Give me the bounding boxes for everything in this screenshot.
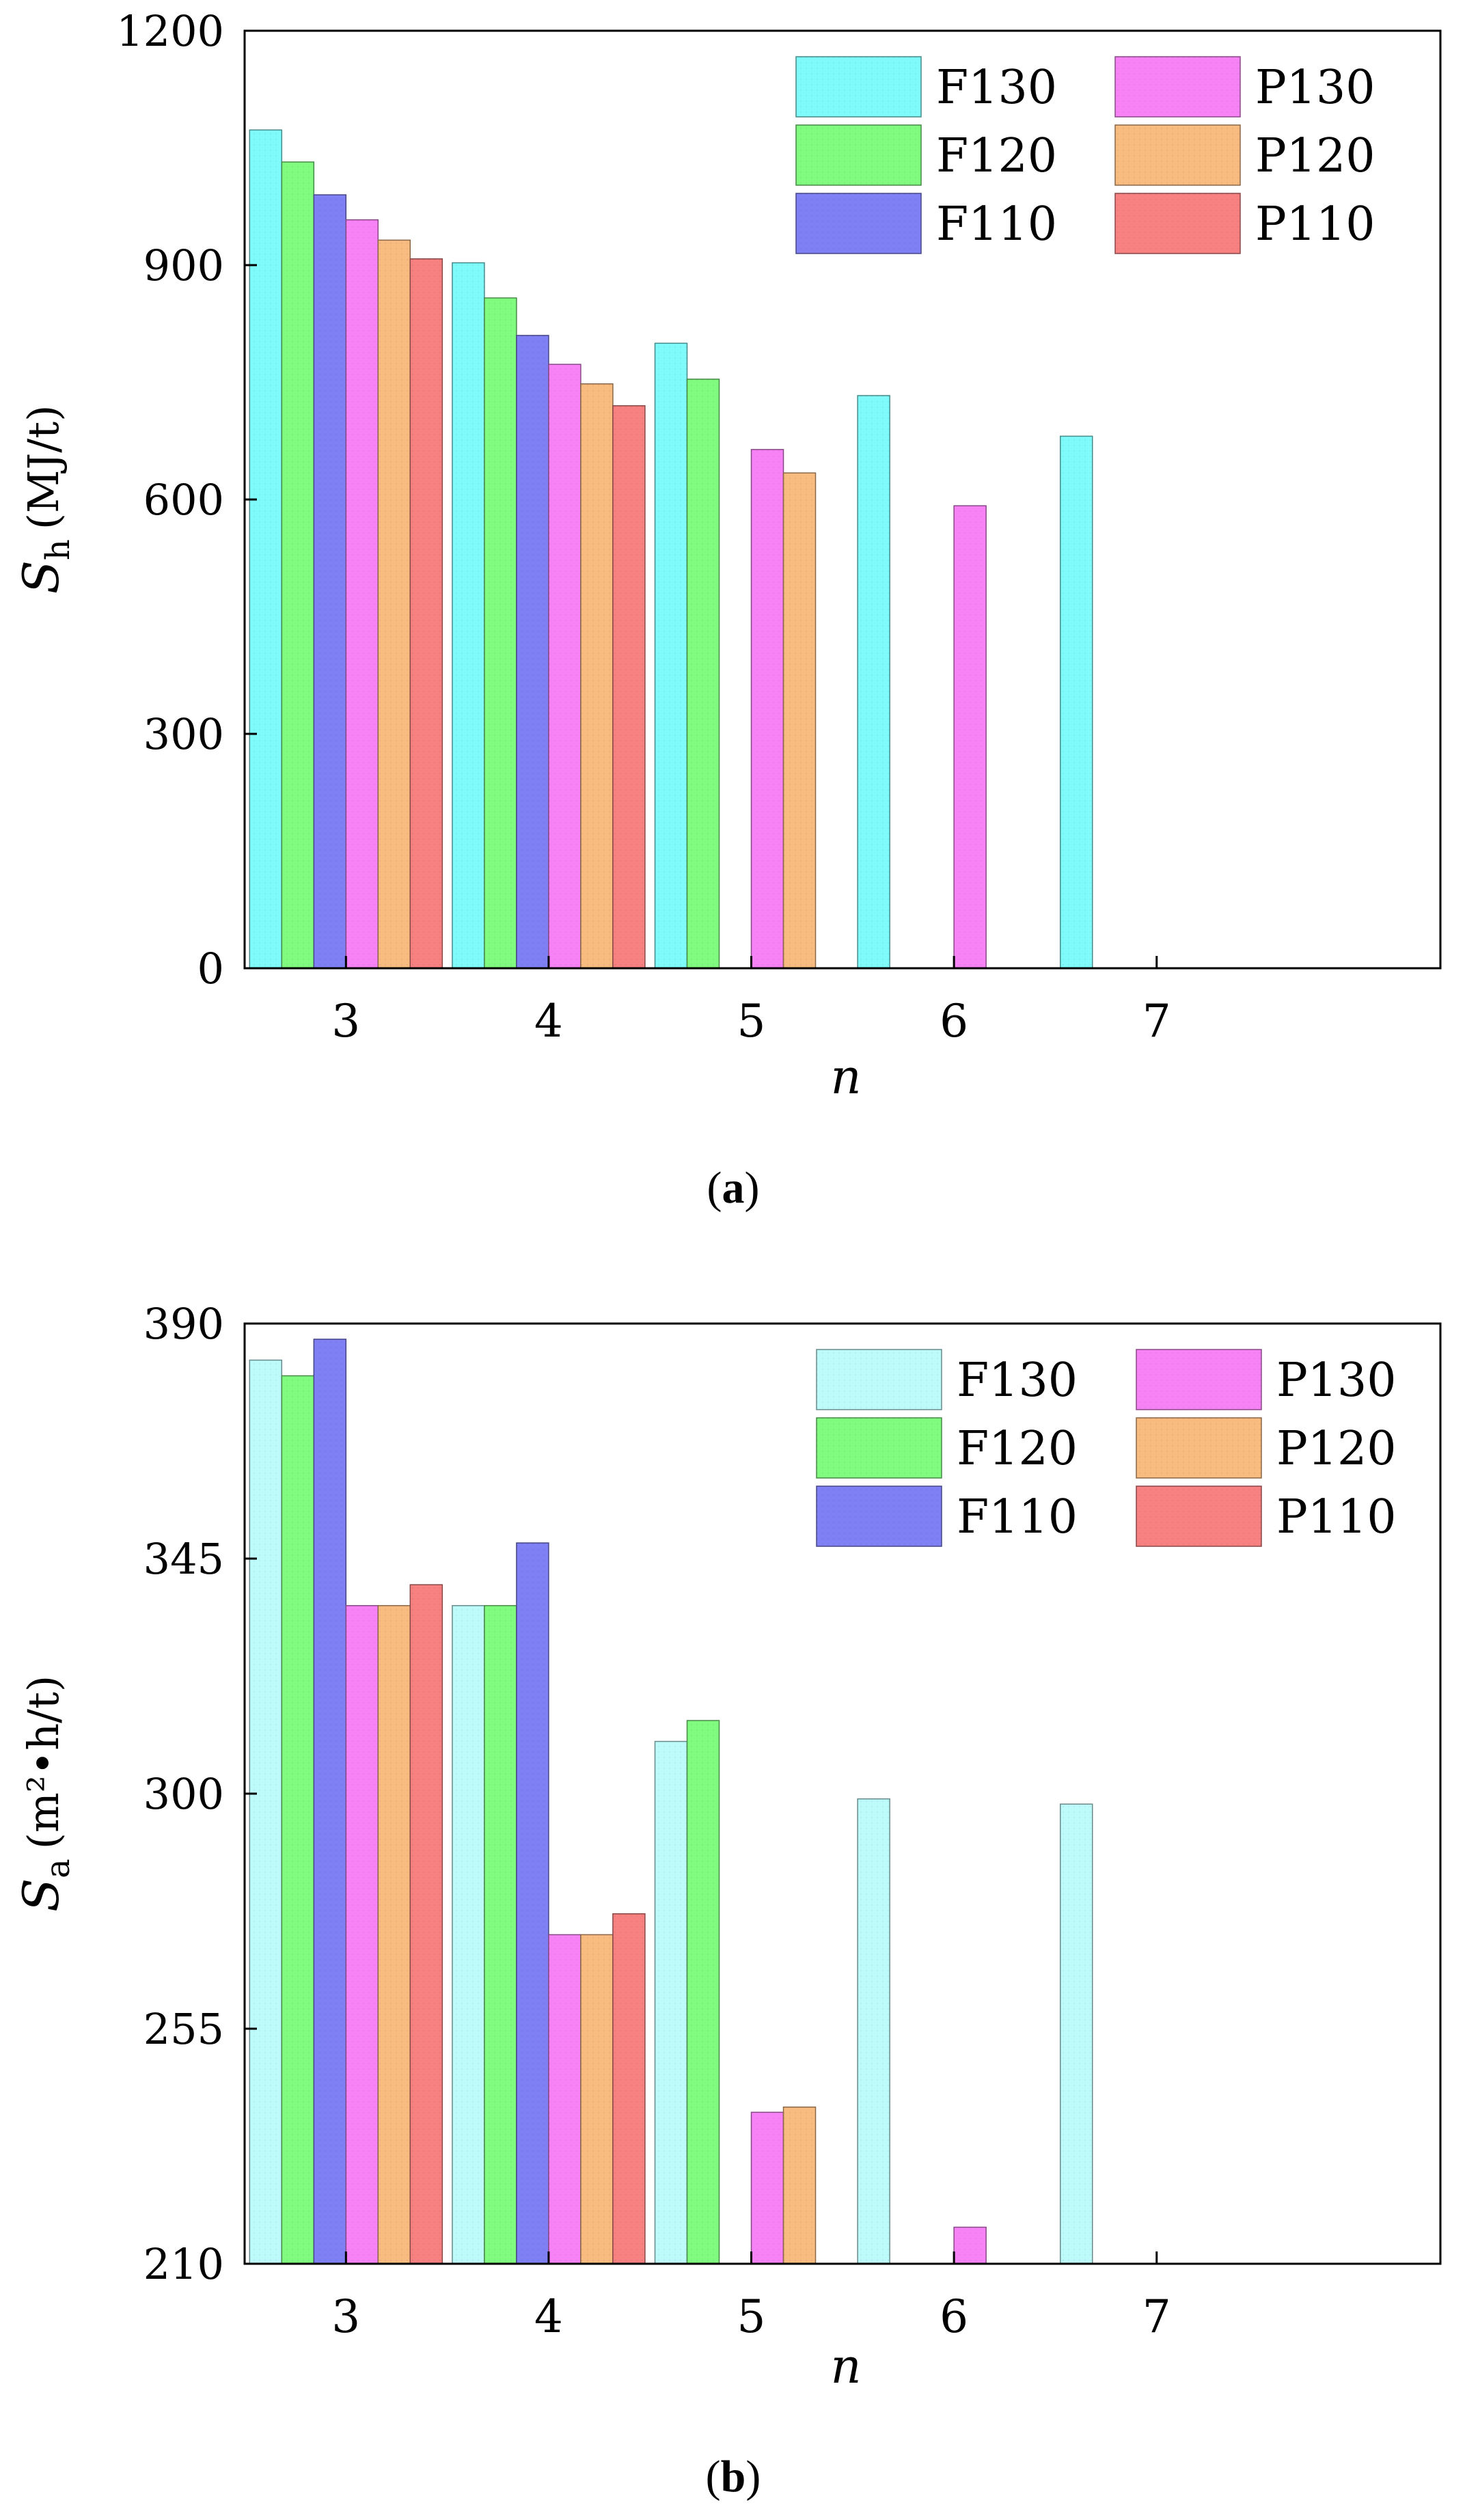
y-tick-label: 1200 [116, 6, 224, 56]
legend-swatch-F120 [816, 1417, 942, 1479]
bar-P130-n4 [548, 1934, 581, 2264]
bar-F130-n5 [654, 342, 688, 969]
bar-F130-n7 [1059, 1803, 1093, 2264]
bar-F130-n5 [654, 1740, 688, 2264]
x-tick-label: 3 [331, 2290, 360, 2343]
x-axis-label: n [830, 1049, 861, 1105]
bar-P110-n3 [409, 1584, 443, 2264]
legend-label-P130: P130 [1276, 1354, 1397, 1408]
bar-P110-n4 [612, 405, 646, 969]
bar-F130-n3 [249, 129, 283, 969]
bar-P110-n4 [612, 1913, 646, 2264]
x-tick-label: 5 [737, 995, 766, 1047]
bar-P120-n4 [580, 1934, 614, 2264]
legend-label-F120: F120 [957, 1422, 1078, 1476]
bar-P130-n4 [548, 364, 581, 969]
bar-P130-n5 [750, 449, 784, 969]
y-tick-label: 0 [197, 944, 224, 994]
y-tick-label: 300 [143, 1769, 224, 1819]
bar-F120-n5 [686, 379, 720, 969]
bar-P120-n5 [782, 472, 817, 969]
bar-F110-n3 [313, 1339, 347, 2264]
bar-F120-n3 [281, 161, 315, 969]
legend-label-F120: F120 [936, 129, 1057, 183]
legend-swatch-P120 [1114, 124, 1241, 186]
legend-label-F130: F130 [957, 1354, 1078, 1408]
bar-F110-n4 [516, 335, 549, 969]
legend-swatch-F120 [795, 124, 922, 186]
panel-caption: (a) [707, 1163, 760, 1213]
legend-swatch-P110 [1114, 193, 1241, 254]
y-tick-label: 900 [143, 241, 224, 290]
bar-F130-n7 [1059, 435, 1093, 969]
y-axis-label: Sa(m²•h/t) [12, 1675, 77, 1912]
legend-swatch-F130 [795, 56, 922, 118]
bar-F130-n3 [249, 1359, 283, 2264]
bar-P120-n4 [580, 383, 614, 969]
y-tick-label: 255 [143, 2004, 224, 2054]
x-axis-label: n [830, 2338, 861, 2394]
bar-F110-n3 [313, 194, 347, 969]
legend-label-F130: F130 [936, 61, 1057, 115]
legend-label-F110: F110 [957, 1490, 1078, 1544]
y-axis-label: Sh(MJ/t) [12, 405, 77, 594]
legend-swatch-F130 [816, 1349, 942, 1410]
x-tick-label: 6 [940, 995, 968, 1047]
legend-label-F110: F110 [936, 197, 1057, 251]
bar-P120-n5 [782, 2106, 817, 2264]
bar-F130-n4 [452, 1605, 485, 2264]
x-tick-label: 4 [534, 2290, 563, 2343]
bar-F120-n3 [281, 1375, 315, 2264]
panel-caption: (b) [706, 2452, 761, 2502]
bar-P120-n3 [377, 1605, 411, 2264]
y-tick-label: 390 [143, 1299, 224, 1349]
x-tick-label: 6 [940, 2290, 968, 2343]
legend-label-P120: P120 [1255, 129, 1375, 183]
legend-swatch-P110 [1136, 1485, 1262, 1547]
bar-F120-n4 [484, 297, 517, 969]
bar-F120-n4 [484, 1605, 517, 2264]
legend-swatch-P130 [1114, 56, 1241, 118]
bar-P130-n6 [953, 2226, 987, 2264]
legend-label-P130: P130 [1255, 61, 1375, 115]
legend-swatch-F110 [795, 193, 922, 254]
y-tick-label: 345 [143, 1534, 224, 1584]
chart-panel-a: 0 300 600 900 1200 3 4 5 6 7 n Sh(MJ/t) F130 F120 F110… [12, 6, 1442, 1213]
y-tick-label: 210 [143, 2239, 224, 2289]
x-tick-label: 5 [737, 2290, 766, 2343]
bar-F110-n4 [516, 1542, 549, 2264]
bar-P130-n6 [953, 505, 987, 969]
legend-swatch-F110 [816, 1485, 942, 1547]
legend-label-P110: P110 [1255, 197, 1375, 251]
bar-F130-n6 [857, 1798, 890, 2264]
x-tick-label: 7 [1142, 995, 1171, 1047]
legend-label-P110: P110 [1276, 1490, 1397, 1544]
bar-P110-n3 [409, 258, 443, 969]
bar-P130-n3 [345, 219, 379, 969]
legend-label-P120: P120 [1276, 1422, 1397, 1476]
x-tick-label: 4 [534, 995, 563, 1047]
bar-P130-n3 [345, 1605, 379, 2264]
bar-F130-n4 [452, 262, 485, 969]
x-tick-label: 3 [331, 995, 360, 1047]
x-tick-label: 7 [1142, 2290, 1171, 2343]
y-tick-label: 300 [143, 709, 224, 759]
bar-F130-n6 [857, 395, 890, 969]
y-tick-label: 600 [143, 475, 224, 525]
legend-swatch-P120 [1136, 1417, 1262, 1479]
bar-P120-n3 [377, 239, 411, 969]
bar-F120-n5 [686, 1720, 720, 2264]
bar-P130-n5 [750, 2111, 784, 2264]
legend-swatch-P130 [1136, 1349, 1262, 1410]
